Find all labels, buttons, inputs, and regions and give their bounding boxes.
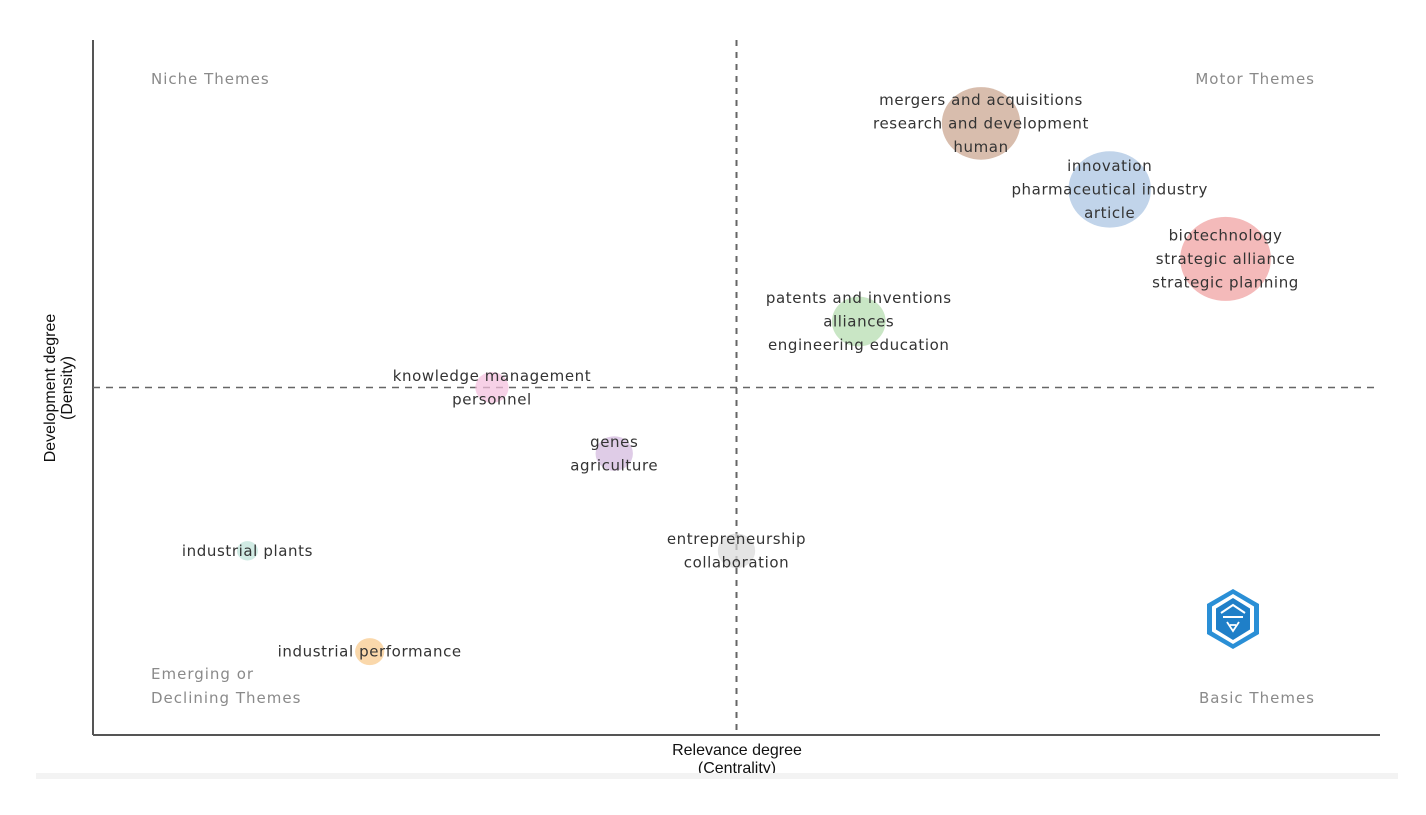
y-axis-subtitle: (Density) [59,356,76,420]
bibliometrix-logo-icon [1207,589,1259,649]
cluster-1-label-1: mergers and acquisitions [879,91,1083,109]
cluster-4-label-2: alliances [823,312,894,330]
cluster-bubble-7 [717,533,756,569]
cluster-bubbles [236,87,1271,666]
cluster-3-label-1: biotechnology [1169,226,1283,244]
cluster-bubble-5 [475,372,509,403]
quadrant-basic-label: Basic Themes [1199,689,1315,707]
quadrant-motor-label: Motor Themes [1195,70,1315,88]
cluster-4-label-3: engineering education [768,336,950,354]
cluster-2-label-3: article [1084,204,1135,222]
cluster-5-label-1: knowledge management [393,367,592,385]
cluster-bubble-8 [236,541,258,561]
y-axis-title: Development degree [42,314,59,463]
cluster-9-label-1: industrial performance [278,643,462,661]
bottom-strip [36,773,1398,779]
x-axis-title: Relevance degree [672,742,802,759]
cluster-4-label-1: patents and inventions [766,289,952,307]
cluster-8-label-1: industrial plants [182,542,313,560]
quadrant-emerging-label-line2: Declining Themes [151,689,301,707]
cluster-bubble-3 [1180,216,1271,301]
cluster-2-label-1: innovation [1067,157,1152,175]
cluster-bubble-2 [1068,151,1151,228]
cluster-5-label-2: personnel [452,390,532,408]
cluster-labels: mergers and acquisitions research and dev… [182,91,1299,661]
x-axis-subtitle: (Centrality) [698,760,776,777]
cluster-1-label-3: human [953,138,1008,156]
cluster-bubble-9 [355,638,385,666]
cluster-6-label-1: genes [590,433,638,451]
cluster-bubble-4 [831,296,886,347]
cluster-3-label-2: strategic alliance [1156,250,1296,268]
cluster-bubble-6 [595,436,633,471]
cluster-bubble-1 [941,87,1021,160]
cluster-2-label-2: pharmaceutical industry [1011,180,1208,198]
quadrant-emerging-label-line1: Emerging or [151,665,254,683]
quadrant-niche-label: Niche Themes [151,70,270,88]
cluster-7-label-1: entrepreneurship [667,530,806,548]
cluster-7-label-2: collaboration [684,554,790,572]
cluster-1-label-2: research and development [873,114,1089,132]
cluster-6-label-2: agriculture [570,456,658,474]
cluster-3-label-3: strategic planning [1152,273,1299,291]
